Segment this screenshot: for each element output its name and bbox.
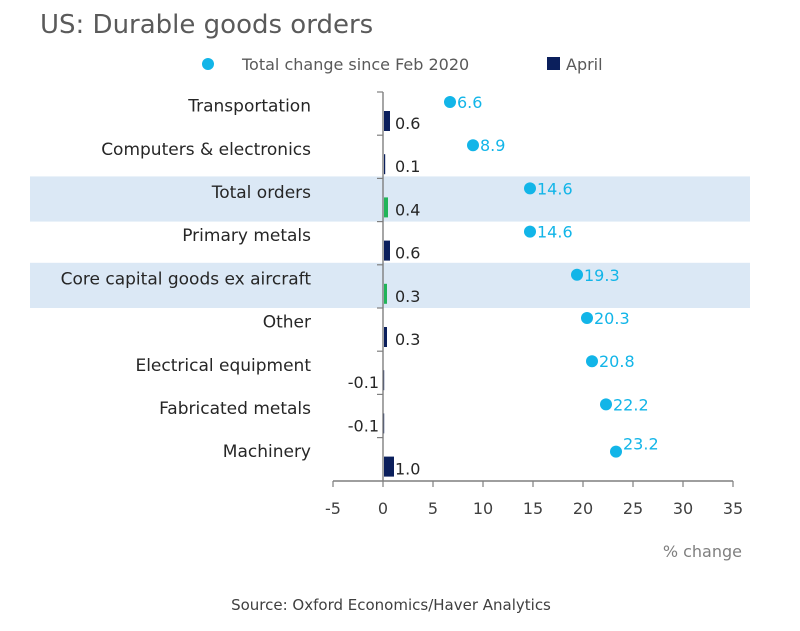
bar-value-label: 1.0 bbox=[395, 460, 420, 479]
bar-april bbox=[384, 456, 394, 477]
bar-value-label: 0.4 bbox=[395, 200, 420, 219]
category-label: Primary metals bbox=[182, 226, 311, 246]
dot-total-change bbox=[610, 445, 622, 458]
x-tick-label: 20 bbox=[573, 499, 593, 518]
legend-label-april: April bbox=[566, 55, 603, 74]
bar-value-label: 0.6 bbox=[395, 244, 420, 263]
dot-value-label: 6.6 bbox=[457, 93, 482, 112]
dot-value-label: 23.2 bbox=[623, 435, 659, 454]
dot-total-change bbox=[571, 268, 583, 281]
x-tick-label: 25 bbox=[623, 499, 643, 518]
highlight-band bbox=[30, 262, 750, 308]
dot-total-change bbox=[581, 312, 593, 324]
bar-april bbox=[384, 283, 387, 304]
dot-total-change bbox=[586, 355, 598, 368]
bar-value-label: 0.6 bbox=[395, 114, 420, 133]
dot-value-label: 22.2 bbox=[613, 395, 649, 414]
dot-total-change bbox=[467, 139, 479, 152]
dot-total-change bbox=[524, 182, 536, 195]
category-label: Total orders bbox=[211, 183, 311, 203]
category-label: Other bbox=[263, 313, 311, 333]
x-tick-label: 35 bbox=[723, 499, 743, 518]
category-label: Core capital goods ex aircraft bbox=[61, 269, 312, 289]
x-tick-label: 5 bbox=[428, 499, 438, 518]
x-tick-label: 30 bbox=[673, 499, 693, 518]
category-label: Machinery bbox=[223, 442, 311, 462]
category-label: Transportation bbox=[187, 97, 311, 117]
x-tick-label: 15 bbox=[523, 499, 543, 518]
bar-april bbox=[384, 154, 386, 175]
category-labels: Transportation Computers & electronics Tot… bbox=[61, 97, 312, 463]
x-tick-label: 10 bbox=[473, 499, 493, 518]
dot-total-change bbox=[524, 225, 536, 238]
bar-value-label: 0.1 bbox=[395, 157, 420, 176]
category-label: Fabricated metals bbox=[159, 399, 311, 419]
dot-labels: 6.6 8.9 14.6 14.6 19.3 20.3 20.8 22.2 23.2 bbox=[457, 93, 659, 454]
source-note: Source: Oxford Economics/Haver Analytics bbox=[231, 596, 551, 614]
chart-title: US: Durable goods orders bbox=[40, 10, 373, 40]
dot-value-label: 19.3 bbox=[584, 266, 620, 285]
bar-april bbox=[384, 327, 387, 347]
bar-april bbox=[384, 240, 390, 261]
legend-dot-marker bbox=[202, 58, 214, 70]
x-tick-label: 0 bbox=[378, 499, 388, 518]
category-label: Computers & electronics bbox=[101, 140, 311, 160]
bar-april bbox=[384, 111, 390, 131]
bar-value-label: -0.1 bbox=[348, 416, 379, 435]
category-label: Electrical equipment bbox=[135, 356, 311, 376]
dots bbox=[444, 96, 622, 458]
bar-april bbox=[384, 197, 388, 218]
dot-value-label: 14.6 bbox=[537, 179, 573, 198]
legend-bar-marker bbox=[547, 57, 560, 70]
bar-value-label: 0.3 bbox=[395, 330, 420, 349]
dot-value-label: 8.9 bbox=[480, 136, 505, 155]
dot-value-label: 20.8 bbox=[599, 352, 635, 371]
legend: Total change since Feb 2020 April bbox=[202, 55, 603, 74]
dot-total-change bbox=[444, 96, 456, 108]
dot-total-change bbox=[600, 398, 612, 411]
bar-value-label: 0.3 bbox=[395, 287, 420, 306]
highlight-band bbox=[30, 176, 750, 222]
x-ticks: -5 0 5 10 15 20 25 30 35 bbox=[325, 481, 743, 518]
x-tick-label: -5 bbox=[325, 499, 341, 518]
dot-value-label: 14.6 bbox=[537, 223, 573, 242]
dot-value-label: 20.3 bbox=[594, 309, 630, 328]
highlight-bands bbox=[30, 176, 750, 308]
x-axis-title: % change bbox=[663, 542, 742, 561]
bar-labels: 0.6 0.1 0.4 0.6 0.3 0.3 -0.1 -0.1 1.0 bbox=[348, 114, 421, 479]
bar-value-label: -0.1 bbox=[348, 373, 379, 392]
legend-label-total-change: Total change since Feb 2020 bbox=[241, 55, 469, 74]
